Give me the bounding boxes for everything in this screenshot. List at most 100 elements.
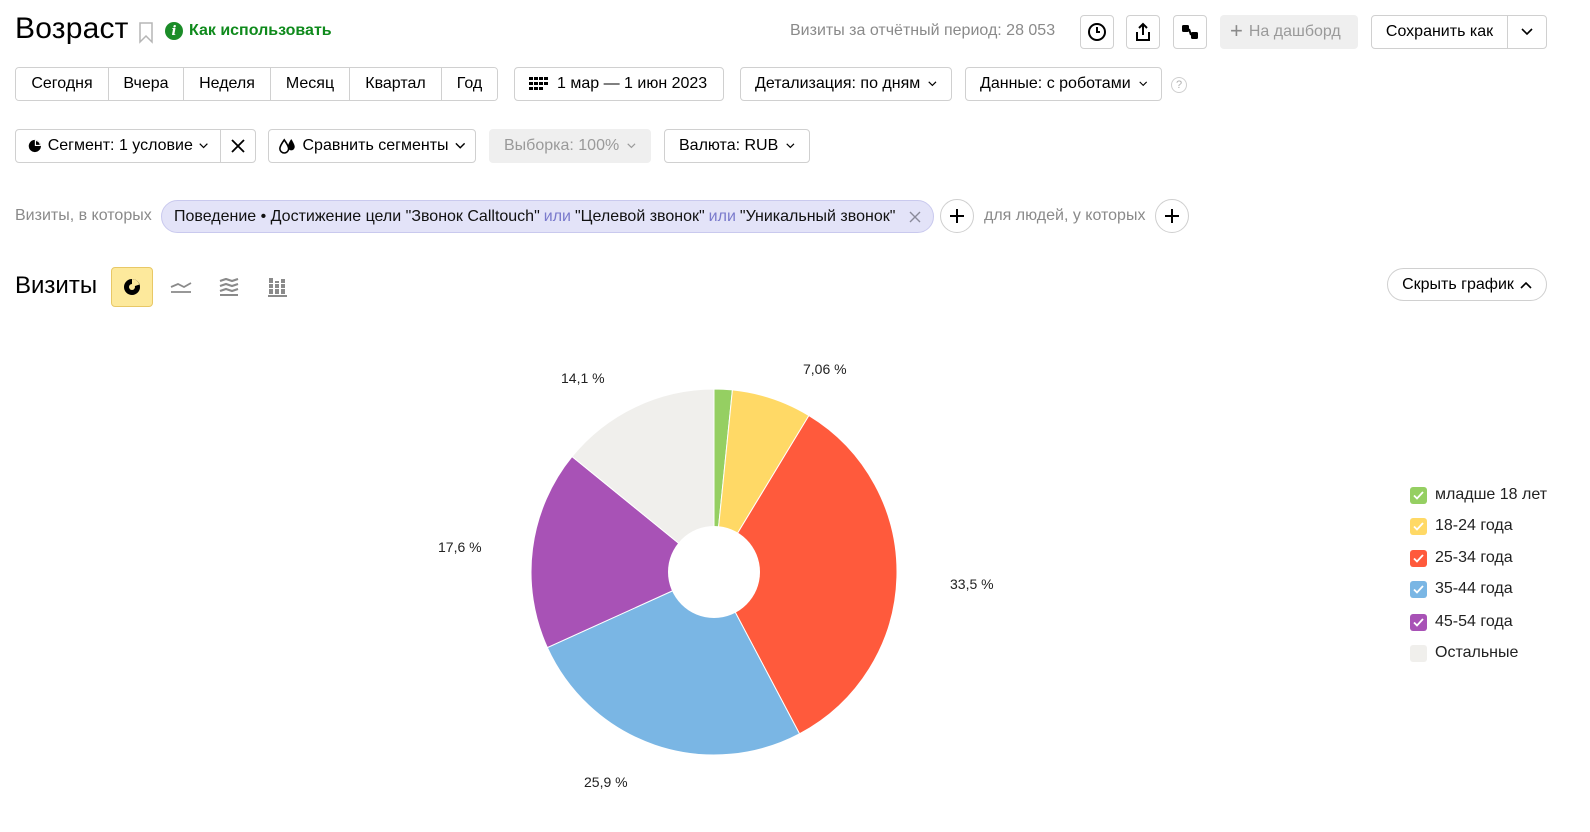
legend-item[interactable]: Остальные [1410,643,1518,663]
share-icon [1136,22,1150,41]
checkbox-checked-icon[interactable] [1410,486,1427,504]
chip-or-2: или [708,207,736,225]
legend-label: 18-24 года [1435,517,1513,534]
chip-text-part3: "Уникальный звонок" [739,207,896,225]
bar-view-button[interactable] [257,267,299,307]
add-to-dashboard-button[interactable]: + На дашборд [1220,15,1358,49]
pie-view-button[interactable] [111,267,153,307]
quote-icon [1182,25,1198,39]
period-today[interactable]: Сегодня [16,68,109,100]
how-to-use-link[interactable]: i Как использовать [165,22,332,40]
legend-item[interactable]: 35-44 года [1410,579,1513,599]
legend-label: младше 18 лет [1435,486,1548,503]
chevron-down-icon [1521,28,1533,36]
legend-item[interactable]: 45-54 года [1410,612,1513,632]
line-view-button[interactable] [160,267,202,307]
chip-or-1: или [543,207,571,225]
compare-segments-label: Сравнить сегменты [302,137,449,154]
detail-dropdown[interactable]: Детализация: по дням [740,67,952,101]
pie-slice-label: 14,1 % [561,370,605,386]
currency-label: Валюта: RUB [679,137,779,154]
period-year[interactable]: Год [442,68,497,100]
plus-icon [1165,209,1179,223]
chip-text-part2: "Целевой звонок" [574,207,705,225]
calendar-icon [529,77,548,90]
clear-segment-button[interactable] [220,129,256,163]
data-mode-label: Данные: с роботами [980,75,1131,92]
checkbox-checked-icon[interactable] [1410,580,1427,598]
pie-chart-icon [124,279,140,295]
save-as-button[interactable]: Сохранить как [1371,15,1508,49]
pie-slice-label: 25,9 % [584,774,628,790]
period-week[interactable]: Неделя [184,68,271,100]
data-mode-dropdown[interactable]: Данные: с роботами [965,67,1162,101]
history-button[interactable] [1080,15,1114,49]
drops-icon [279,138,295,154]
pie-slice-label: 7,06 % [803,361,847,377]
page-title: Возраст [15,12,129,45]
date-range-label: 1 мар — 1 июн 2023 [557,75,708,92]
period-yesterday[interactable]: Вчера [109,68,184,100]
export-button[interactable] [1126,15,1160,49]
chip-text-part1: Поведение • Достижение цели "Звонок Call… [174,207,540,225]
segment-dropdown[interactable]: Сегмент: 1 условие [15,129,221,163]
chevron-down-icon [928,81,937,87]
remove-filter-icon[interactable] [909,211,921,223]
sample-label: Выборка: 100% [504,137,620,154]
area-view-button[interactable] [208,267,250,307]
goal-filter-chip[interactable]: Поведение • Достижение цели "Звонок Call… [161,200,935,233]
bookmark-icon[interactable] [138,22,154,44]
api-button[interactable] [1173,15,1207,49]
legend-label: 25-34 года [1435,549,1513,566]
plus-icon [950,209,964,223]
period-quarter[interactable]: Квартал [350,68,442,100]
legend-label: 45-54 года [1435,613,1513,630]
clock-icon [1088,23,1106,41]
chevron-down-icon [1138,81,1147,87]
compare-segments-dropdown[interactable]: Сравнить сегменты [268,129,476,163]
add-people-condition-button[interactable] [1155,199,1189,233]
pie-slice-3[interactable] [713,414,898,735]
legend-label: 35-44 года [1435,580,1513,597]
bar-chart-icon [268,278,287,297]
hide-chart-label: Скрыть график [1402,275,1514,293]
close-icon [231,139,245,153]
segment-label: Сегмент: 1 условие [47,137,193,154]
period-selector: Сегодня Вчера Неделя Месяц Квартал Год [15,67,498,101]
currency-dropdown[interactable]: Валюта: RUB [664,129,810,163]
info-icon: i [165,22,183,40]
area-chart-icon [219,278,239,296]
filter-lead-text: Визиты, в которых [15,207,152,224]
date-range-picker[interactable]: 1 мар — 1 июн 2023 [514,67,724,101]
legend-item[interactable]: 25-34 года [1410,548,1513,568]
line-chart-icon [170,282,192,293]
detail-label: Детализация: по дням [755,75,921,92]
checkbox-checked-icon[interactable] [1410,613,1427,631]
plus-icon: + [1230,18,1243,43]
pie-segment-icon [28,139,41,153]
hide-chart-button[interactable]: Скрыть график [1387,268,1547,301]
pie-slice-label: 17,6 % [438,539,482,555]
checkbox-unchecked-icon[interactable] [1410,644,1427,662]
checkbox-checked-icon[interactable] [1410,517,1427,535]
sample-dropdown: Выборка: 100% [489,129,651,163]
how-to-use-label: Как использовать [189,22,332,39]
pie-slice-5[interactable] [530,455,715,649]
add-to-dashboard-label: На дашборд [1248,23,1341,40]
checkbox-checked-icon[interactable] [1410,549,1427,567]
save-as-dropdown-button[interactable] [1507,15,1547,49]
filter-people-text: для людей, у которых [984,207,1146,224]
chevron-down-icon [786,143,795,149]
chevron-up-icon [1520,281,1532,289]
chart-title: Визиты [15,272,98,299]
help-icon[interactable]: ? [1171,77,1187,93]
legend-item[interactable]: 18-24 года [1410,516,1513,536]
add-visit-condition-button[interactable] [940,199,974,233]
chevron-down-icon [454,142,465,149]
visits-total-text: Визиты за отчётный период: 28 053 [790,22,1056,39]
period-month[interactable]: Месяц [271,68,350,100]
legend-item[interactable]: младше 18 лет [1410,485,1547,505]
chevron-down-icon [199,143,208,149]
pie-slice-label: 33,5 % [950,576,994,592]
